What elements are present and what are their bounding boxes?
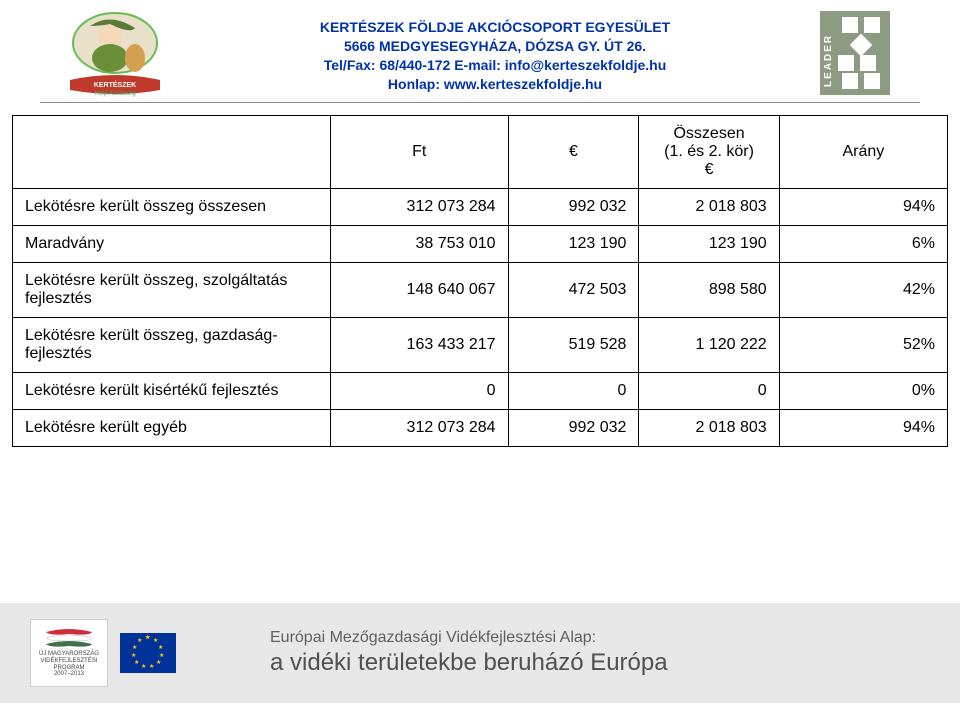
page-footer: ÚJ MAGYARORSZÁG VIDÉKFEJLESZTÉSI PROGRAM… bbox=[0, 603, 960, 703]
row-label: Lekötésre került kisértékű fejlesztés bbox=[13, 373, 331, 410]
table-row: Lekötésre került összeg, gazdaság-fejles… bbox=[13, 318, 948, 373]
row-label: Lekötésre került összeg, gazdaság-fejles… bbox=[13, 318, 331, 373]
leader-squares-icon bbox=[836, 15, 886, 91]
row-label: Lekötésre került egyéb bbox=[13, 410, 331, 447]
row-label: Lekötésre került összeg, szolgáltatás fe… bbox=[13, 263, 331, 318]
row-arany: 52% bbox=[779, 318, 947, 373]
org-contact: Tel/Fax: 68/440-172 E-mail: info@kertesz… bbox=[190, 56, 800, 75]
row-arany: 94% bbox=[779, 410, 947, 447]
row-osz: 0 bbox=[639, 373, 779, 410]
svg-text:Helyi Közösség: Helyi Közösség bbox=[94, 91, 135, 97]
header-divider bbox=[40, 102, 920, 103]
row-ft: 312 073 284 bbox=[330, 410, 508, 447]
row-osz: 1 120 222 bbox=[639, 318, 779, 373]
page-header: KERTÉSZEK Helyi Közösség KERTÉSZEK FÖLDJ… bbox=[0, 0, 960, 102]
row-ft: 312 073 284 bbox=[330, 189, 508, 226]
footer-logos: ÚJ MAGYARORSZÁG VIDÉKFEJLESZTÉSI PROGRAM… bbox=[30, 619, 250, 687]
col-osz: Összesen (1. és 2. kör) € bbox=[639, 116, 779, 189]
table-header-row: Ft € Összesen (1. és 2. kör) € Arány bbox=[13, 116, 948, 189]
row-eur: 0 bbox=[508, 373, 639, 410]
table-row: Maradvány 38 753 010 123 190 123 190 6% bbox=[13, 226, 948, 263]
col-eur: € bbox=[508, 116, 639, 189]
svg-text:KERTÉSZEK: KERTÉSZEK bbox=[94, 80, 136, 89]
row-label: Maradvány bbox=[13, 226, 331, 263]
footer-text-block: Európai Mezőgazdasági Vidékfejlesztési A… bbox=[250, 629, 930, 677]
table-row: Lekötésre került összeg összesen 312 073… bbox=[13, 189, 948, 226]
org-web: Honlap: www.kerteszekfoldje.hu bbox=[190, 75, 800, 94]
row-arany: 0% bbox=[779, 373, 947, 410]
data-table-wrap: Ft € Összesen (1. és 2. kör) € Arány Lek… bbox=[12, 115, 948, 447]
leader-label: LEADER bbox=[823, 19, 834, 87]
uj-mo-top: ÚJ MAGYARORSZÁG bbox=[39, 651, 99, 658]
table-body: Lekötésre került összeg összesen 312 073… bbox=[13, 189, 948, 447]
row-eur: 472 503 bbox=[508, 263, 639, 318]
uj-mo-mid: VIDÉKFEJLESZTÉSI PROGRAM bbox=[34, 658, 104, 671]
row-eur: 992 032 bbox=[508, 410, 639, 447]
row-eur: 519 528 bbox=[508, 318, 639, 373]
row-arany: 42% bbox=[779, 263, 947, 318]
leader-logo: LEADER bbox=[820, 11, 890, 95]
org-name: KERTÉSZEK FÖLDJE AKCIÓCSOPORT EGYESÜLET bbox=[190, 18, 800, 37]
row-ft: 38 753 010 bbox=[330, 226, 508, 263]
row-ft: 148 640 067 bbox=[330, 263, 508, 318]
table-row: Lekötésre került összeg, szolgáltatás fe… bbox=[13, 263, 948, 318]
row-ft: 0 bbox=[330, 373, 508, 410]
row-osz: 2 018 803 bbox=[639, 410, 779, 447]
col-label bbox=[13, 116, 331, 189]
row-arany: 94% bbox=[779, 189, 947, 226]
col-ft: Ft bbox=[330, 116, 508, 189]
header-text-block: KERTÉSZEK FÖLDJE AKCIÓCSOPORT EGYESÜLET … bbox=[190, 8, 800, 94]
row-ft: 163 433 217 bbox=[330, 318, 508, 373]
eu-flag-icon: ★ ★ ★ ★ ★ ★ ★ ★ ★ ★ ★ ★ bbox=[120, 633, 176, 673]
org-address: 5666 MEDGYESEGYHÁZA, DÓZSA GY. ÚT 26. bbox=[190, 37, 800, 56]
leader-logo-wrap: LEADER bbox=[810, 8, 900, 98]
table-row: Lekötésre került kisértékű fejlesztés 0 … bbox=[13, 373, 948, 410]
uj-mo-years: 2007–2013 bbox=[54, 671, 84, 678]
data-table: Ft € Összesen (1. és 2. kör) € Arány Lek… bbox=[12, 115, 948, 447]
row-arany: 6% bbox=[779, 226, 947, 263]
row-osz: 2 018 803 bbox=[639, 189, 779, 226]
row-label: Lekötésre került összeg összesen bbox=[13, 189, 331, 226]
org-logo: KERTÉSZEK Helyi Közösség bbox=[50, 8, 180, 98]
table-row: Lekötésre került egyéb 312 073 284 992 0… bbox=[13, 410, 948, 447]
col-arany: Arány bbox=[779, 116, 947, 189]
gardener-logo-icon: KERTÉSZEK Helyi Közösség bbox=[60, 8, 170, 98]
row-eur: 123 190 bbox=[508, 226, 639, 263]
footer-line1: Európai Mezőgazdasági Vidékfejlesztési A… bbox=[270, 629, 930, 647]
footer-line2: a vidéki területekbe beruházó Európa bbox=[270, 649, 930, 677]
ribbon-icon bbox=[44, 628, 94, 648]
uj-magyarorszag-logo: ÚJ MAGYARORSZÁG VIDÉKFEJLESZTÉSI PROGRAM… bbox=[30, 619, 108, 687]
row-osz: 898 580 bbox=[639, 263, 779, 318]
row-eur: 992 032 bbox=[508, 189, 639, 226]
row-osz: 123 190 bbox=[639, 226, 779, 263]
